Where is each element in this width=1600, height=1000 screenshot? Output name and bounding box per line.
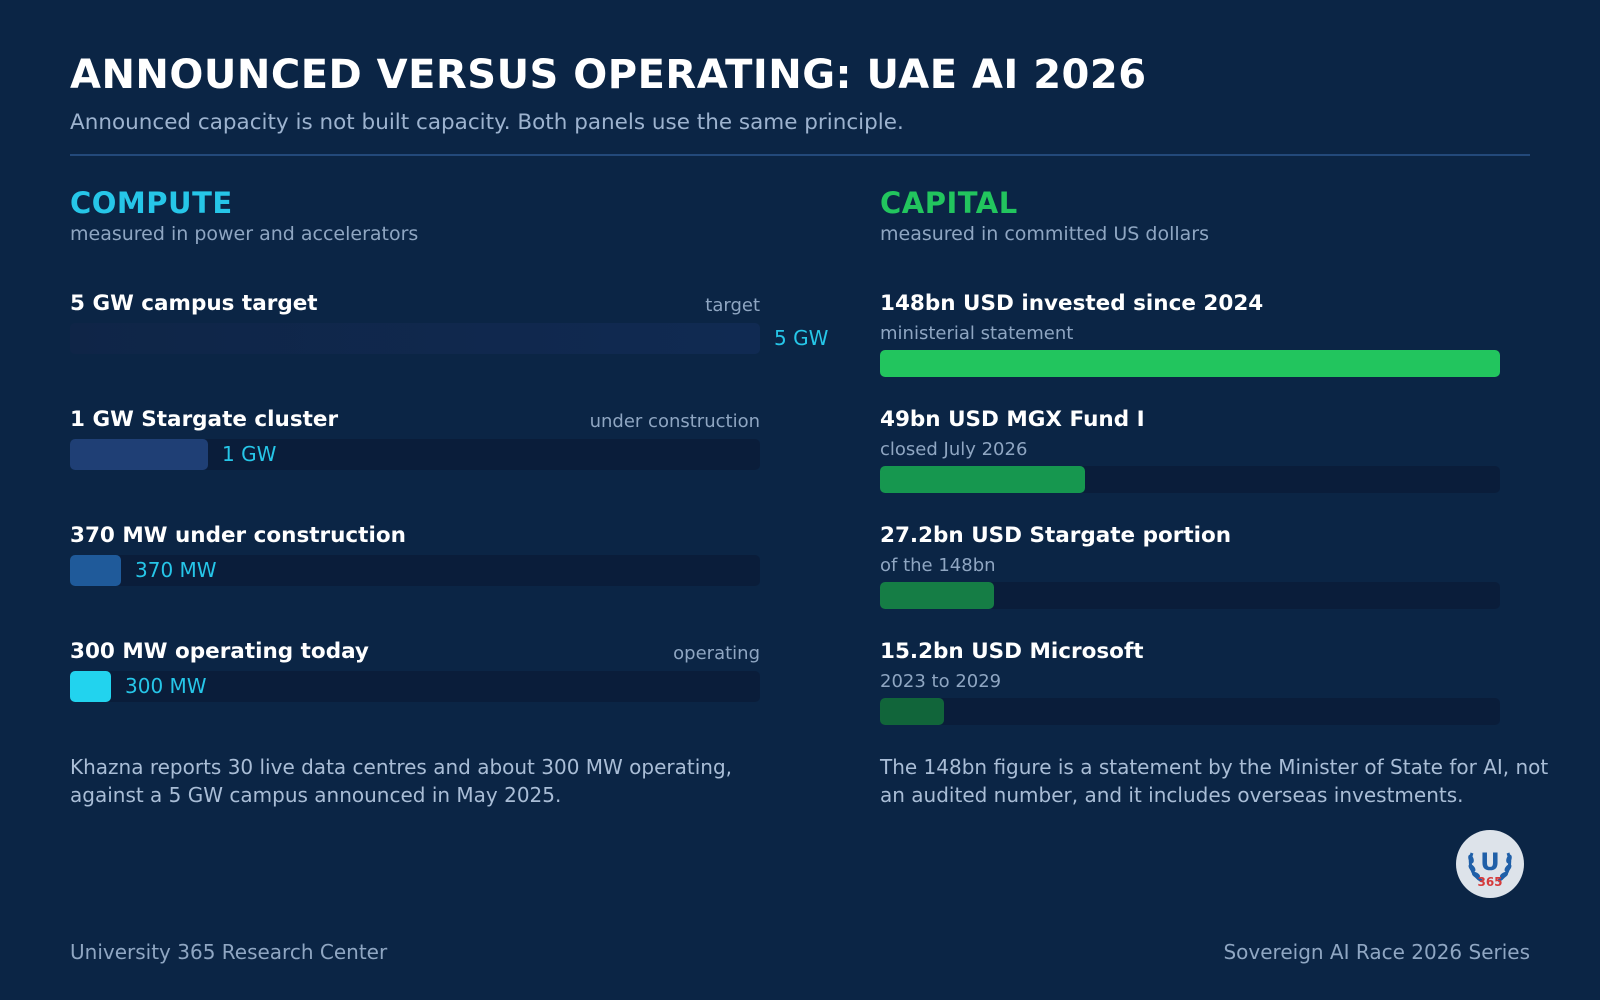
compute-bar-track bbox=[70, 439, 760, 470]
compute-bar-track bbox=[70, 555, 760, 586]
laurel-badge-icon: U 365 bbox=[1456, 830, 1524, 898]
capital-note: The 148bn figure is a statement by the M… bbox=[880, 755, 1549, 807]
compute-bar-item: 370 MW under construction 370 MW bbox=[70, 523, 760, 586]
compute-bar-value-label: 1 GW bbox=[222, 442, 277, 466]
compute-bar-value-label: 5 GW bbox=[774, 326, 829, 350]
capital-bar bbox=[880, 582, 994, 609]
compute-panel: COMPUTE measured in power and accelerato… bbox=[70, 185, 828, 702]
capital-bar-track bbox=[880, 582, 1500, 609]
compute-bar-header: 300 MW operating today operating bbox=[70, 639, 760, 669]
capital-bar-source: ministerial statement bbox=[880, 323, 1074, 344]
capital-bar bbox=[880, 350, 1500, 377]
university-365-logo: U 365 bbox=[1455, 829, 1525, 899]
chart-title: ANNOUNCED VERSUS OPERATING: UAE AI 2026 bbox=[70, 52, 1147, 98]
compute-bar-label: 370 MW under construction bbox=[70, 523, 406, 548]
compute-bar bbox=[70, 439, 208, 470]
compute-bar-label: 1 GW Stargate cluster bbox=[70, 407, 339, 432]
capital-bar-track bbox=[880, 350, 1500, 377]
compute-bar-header: 370 MW under construction bbox=[70, 523, 760, 553]
chart-subtitle: Announced capacity is not built capacity… bbox=[70, 110, 904, 135]
capital-bar bbox=[880, 698, 944, 725]
capital-bar-track bbox=[880, 698, 1500, 725]
compute-bar-status: target bbox=[705, 295, 760, 316]
capital-bar-track bbox=[880, 466, 1500, 493]
capital-bar-label: 15.2bn USD Microsoft bbox=[880, 639, 1144, 664]
compute-panel-subtitle: measured in power and accelerators bbox=[70, 223, 419, 245]
compute-bar-item: 1 GW Stargate cluster under construction 1… bbox=[70, 407, 760, 470]
compute-bar bbox=[70, 555, 121, 586]
capital-bar-label: 148bn USD invested since 2024 bbox=[880, 291, 1264, 316]
compute-bar-label: 300 MW operating today bbox=[70, 639, 369, 664]
capital-bar bbox=[880, 466, 1085, 493]
svg-text:365: 365 bbox=[1477, 875, 1502, 889]
footer-series: Sovereign AI Race 2026 Series bbox=[1223, 940, 1530, 964]
capital-bar-source: closed July 2026 bbox=[880, 439, 1028, 460]
capital-panel-subtitle: measured in committed US dollars bbox=[880, 223, 1209, 245]
footer-organization: University 365 Research Center bbox=[70, 940, 388, 964]
compute-bar-item: 300 MW operating today operating 300 MW bbox=[70, 639, 760, 702]
compute-bar-header: 5 GW campus target target bbox=[70, 291, 760, 321]
capital-bar-label: 49bn USD MGX Fund I bbox=[880, 407, 1145, 432]
capital-bar-source: of the 148bn bbox=[880, 555, 996, 576]
compute-note: Khazna reports 30 live data centres and … bbox=[70, 755, 733, 807]
compute-bar-status: under construction bbox=[589, 411, 760, 432]
compute-bar-value-label: 300 MW bbox=[125, 674, 207, 698]
compute-bar-label: 5 GW campus target bbox=[70, 291, 318, 316]
compute-bar-value-label: 370 MW bbox=[135, 558, 217, 582]
svg-text:U: U bbox=[1480, 848, 1500, 876]
capital-panel-title: CAPITAL bbox=[880, 186, 1018, 220]
capital-bar-source: 2023 to 2029 bbox=[880, 671, 1002, 692]
compute-bar-track bbox=[70, 671, 760, 702]
header-divider bbox=[70, 154, 1530, 156]
capital-panel: CAPITAL measured in committed US dollars… bbox=[880, 185, 1500, 725]
compute-panel-title: COMPUTE bbox=[70, 186, 233, 220]
compute-bar bbox=[70, 671, 111, 702]
compute-bar-track bbox=[70, 323, 760, 354]
compute-bar-header: 1 GW Stargate cluster under construction bbox=[70, 407, 760, 437]
compute-bar-status: operating bbox=[673, 643, 760, 664]
compute-bar-item: 5 GW campus target target 5 GW bbox=[70, 291, 828, 354]
capital-bar-label: 27.2bn USD Stargate portion bbox=[880, 523, 1232, 548]
compute-bar bbox=[70, 323, 760, 354]
